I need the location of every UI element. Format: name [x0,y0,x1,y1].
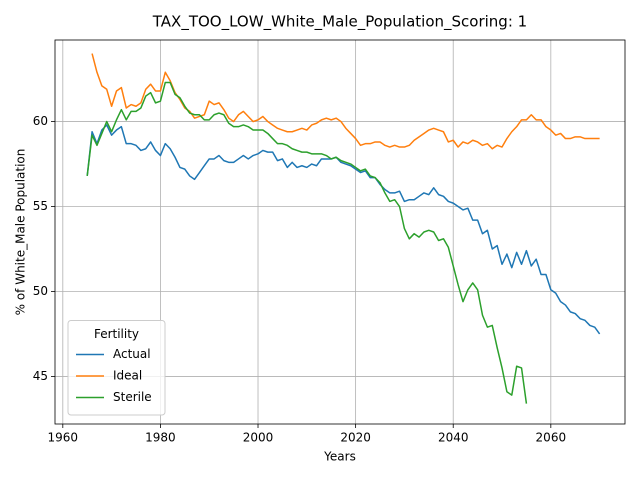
legend-box [67,320,166,416]
y-axis-label: % of White_Male Population [14,149,28,316]
legend-label: Sterile [113,390,152,404]
y-tick-label: 55 [33,199,48,213]
line-series [86,124,601,335]
chart-title: TAX_TOO_LOW_White_Male_Population_Scorin… [152,13,527,32]
x-tick-label: 2040 [438,431,469,445]
x-tick-label: 2000 [243,431,274,445]
legend-label: Actual [113,347,151,361]
line-series [86,81,528,404]
y-tick-label: 60 [33,114,48,128]
x-tick-label: 2020 [340,431,371,445]
plot-frame [54,39,626,425]
y-tick-label: 50 [33,284,48,298]
x-axis-label: Years [323,450,356,464]
legend-label: Ideal [113,369,142,383]
y-tick-label: 45 [33,369,48,383]
x-tick-label: 1980 [145,431,176,445]
legend-title: Fertility [94,327,139,341]
x-tick-label: 2060 [536,431,567,445]
x-tick-label: 1960 [48,431,79,445]
line-series [91,53,600,150]
